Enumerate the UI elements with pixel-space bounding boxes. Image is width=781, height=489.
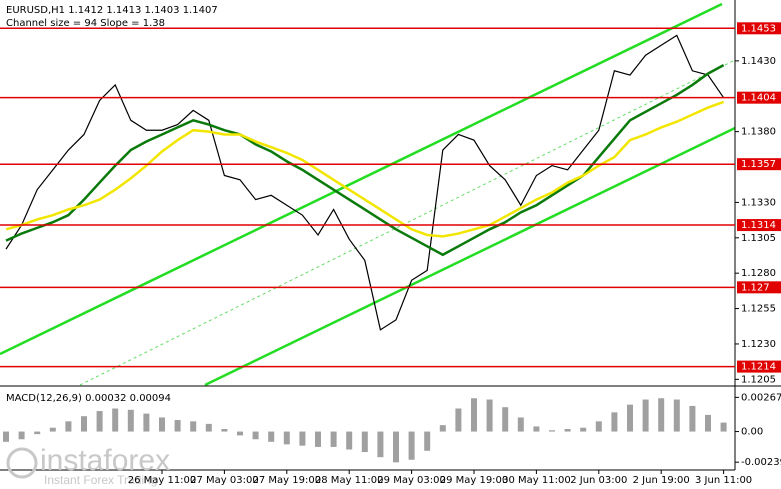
y-tick-label: 1.1205 — [741, 374, 776, 385]
x-tick-label: 2 Jun 03:00 — [570, 475, 627, 486]
macd-bar — [299, 431, 306, 446]
x-tick-label: 2 Jun 19:00 — [633, 475, 690, 486]
y-tick-label: 1.1380 — [741, 127, 776, 138]
macd-bar — [159, 417, 165, 432]
x-tick-label: 26 May 11:00 — [128, 475, 197, 486]
channel-mid — [79, 59, 736, 386]
channel-upper — [0, 2, 723, 356]
macd-bar — [580, 427, 587, 432]
y-tick-label: 1.1230 — [741, 339, 776, 350]
macd-bar — [346, 431, 353, 450]
macd-bar — [330, 431, 337, 447]
macd-bar — [439, 425, 446, 432]
macd-bar — [549, 430, 555, 432]
level-label: 1.1214 — [741, 362, 776, 373]
macd-bar — [486, 399, 493, 432]
macd-bar — [65, 421, 72, 432]
level-label-bg — [737, 158, 781, 171]
x-tick-label: 27 May 19:00 — [253, 475, 322, 486]
x-tick-label: 29 May 03:00 — [377, 475, 446, 486]
macd-title: MACD(12,26,9) 0.00032 0.00094 — [6, 393, 171, 404]
macd-bar — [502, 407, 509, 432]
level-label-bg — [737, 22, 781, 35]
macd-bar — [96, 411, 103, 432]
y-tick-label: 1.1255 — [741, 304, 776, 315]
level-label: 1.1314 — [741, 220, 776, 231]
macd-bar — [658, 398, 665, 432]
macd-bar — [471, 398, 477, 432]
macd-bar — [673, 399, 680, 432]
moving-average — [5, 100, 725, 238]
x-tick-label: 27 May 03:00 — [190, 475, 259, 486]
moving-average — [5, 64, 725, 257]
y-tick-label: 0.00267 — [741, 392, 781, 403]
x-tick-label: 28 May 11:00 — [315, 475, 384, 486]
level-label-bg — [737, 360, 781, 373]
macd-bar — [611, 412, 618, 432]
level-label: 1.1404 — [741, 93, 776, 104]
x-tick-label: 3 Jun 11:00 — [695, 475, 752, 486]
macd-bar — [533, 426, 540, 432]
macd-bar — [81, 416, 87, 432]
macd-bar — [424, 431, 431, 451]
y-tick-label: 1.1330 — [741, 197, 776, 208]
watermark-tagline: Instant Forex Trading — [44, 473, 157, 487]
x-tick-label: 30 May 11:00 — [502, 475, 571, 486]
macd-bar — [190, 421, 197, 432]
macd-bar — [720, 422, 727, 432]
y-tick-label: 1.1305 — [741, 233, 776, 244]
macd-bar — [627, 404, 633, 432]
channel-lower — [204, 126, 736, 387]
level-label-bg — [737, 91, 781, 104]
y-tick-label: 1.1280 — [741, 268, 776, 279]
level-label: 1.1357 — [741, 159, 776, 170]
level-label: 1.127 — [741, 282, 770, 293]
macd-bar — [3, 431, 9, 442]
macd-bar — [517, 417, 524, 432]
level-label-bg — [737, 219, 781, 232]
macd-bar — [361, 431, 368, 453]
level-label-bg — [737, 281, 781, 294]
price-line — [5, 34, 725, 331]
macd-bar — [455, 408, 462, 432]
watermark: instaforex Instant Forex Trading — [6, 444, 170, 487]
macd-bar — [112, 408, 119, 432]
macd-bar — [127, 409, 134, 432]
macd-bar — [642, 399, 649, 432]
chart-title: EURUSD,H1 1.1412 1.1413 1.1403 1.1407 — [6, 5, 218, 16]
macd-bar — [315, 431, 321, 447]
macd-bar — [143, 413, 150, 432]
macd-bar — [34, 431, 41, 435]
macd-bar — [18, 431, 25, 440]
macd-bar — [595, 421, 602, 432]
watermark-logo — [6, 447, 38, 479]
x-tick-label: 29 May 19:00 — [440, 475, 509, 486]
macd-bar — [689, 405, 696, 432]
header-bg — [3, 3, 203, 29]
macd-bar — [268, 431, 275, 442]
macd-bar — [49, 427, 56, 432]
macd-bar — [237, 431, 243, 436]
y-tick-label: -0.00239 — [741, 457, 781, 468]
chart-subtitle: Channel size = 94 Slope = 1.38 — [6, 18, 165, 29]
level-label: 1.1453 — [741, 23, 776, 34]
macd-bar — [564, 429, 571, 432]
macd-bar — [252, 431, 259, 440]
macd-bar — [174, 420, 181, 432]
macd-bar — [221, 429, 228, 432]
y-tick-label: 0.00 — [741, 427, 763, 438]
macd-bar — [283, 431, 290, 445]
macd-bar — [705, 414, 711, 432]
macd-bar — [377, 431, 384, 458]
macd-bar — [205, 423, 212, 432]
y-tick-label: 1.1430 — [741, 56, 776, 67]
macd-bar — [408, 431, 415, 460]
macd-bar — [393, 431, 399, 463]
watermark-brand: instaforex — [40, 444, 170, 477]
